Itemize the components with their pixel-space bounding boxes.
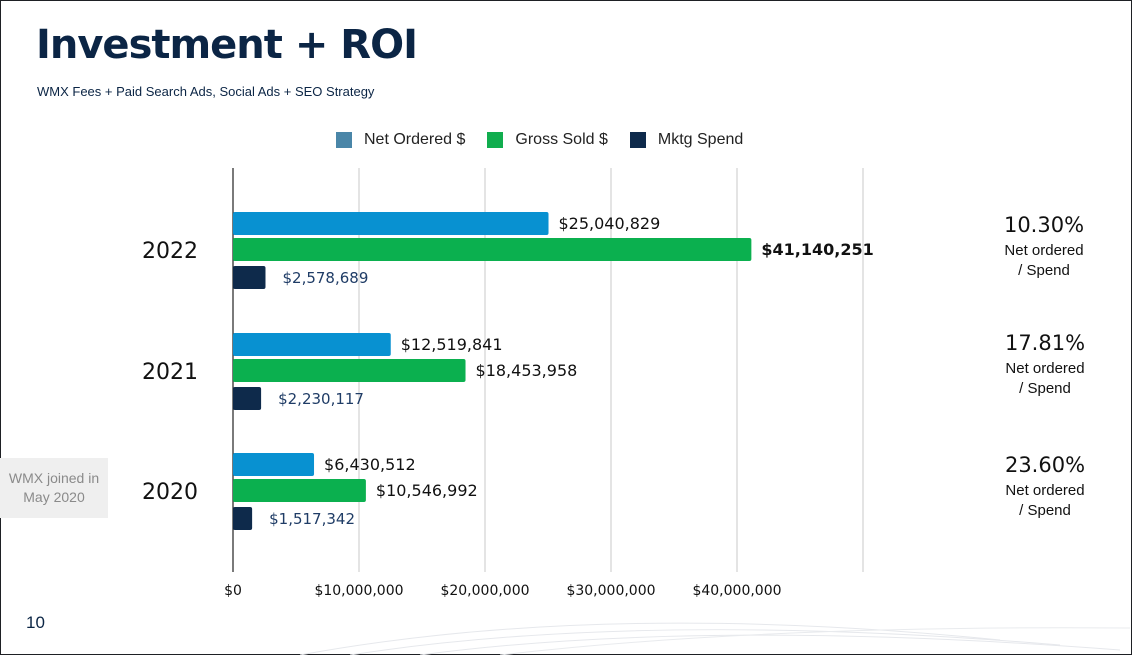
legend-swatch-gross: [487, 132, 504, 148]
slide-subtitle: WMX Fees + Paid Search Ads, Social Ads +…: [37, 84, 375, 99]
bar-gross-2022: [233, 238, 752, 261]
x-tick-label-0: $0: [224, 583, 242, 599]
ratio-label-2022: Net ordered / Spend: [1004, 242, 1084, 279]
ratio-label-2021: Net ordered / Spend: [1005, 360, 1085, 397]
value-label-mktg-2020: $1,517,342: [269, 510, 355, 528]
bar-net-2021: [233, 333, 391, 356]
join-note: WMX joined in May 2020: [0, 458, 108, 518]
ratio-2020: 23.60% Net ordered / Spend: [975, 453, 1115, 521]
year-label-2021: 2021: [142, 360, 198, 385]
bar-gross-2020: [233, 479, 366, 502]
value-label-gross-2022: $41,140,251: [761, 240, 873, 259]
slide-title: Investment + ROI: [36, 22, 418, 68]
value-label-net-2022: $25,040,829: [559, 214, 661, 233]
value-label-mktg-2021: $2,230,117: [278, 390, 364, 408]
ratio-2022: 10.30% Net ordered / Spend: [974, 213, 1114, 281]
value-label-gross-2020: $10,546,992: [376, 481, 478, 500]
year-label-2022: 2022: [142, 239, 198, 264]
ratio-2021: 17.81% Net ordered / Spend: [975, 331, 1115, 399]
bar-net-2020: [233, 453, 315, 476]
x-tick-label-2: $20,000,000: [440, 583, 529, 599]
bar-gross-2021: [233, 359, 466, 382]
x-tick-label-3: $30,000,000: [566, 583, 655, 599]
ratio-pct-2022: 10.30%: [1003, 213, 1085, 237]
bar-mktg-2022: [233, 266, 266, 289]
value-label-gross-2021: $18,453,958: [476, 361, 578, 380]
legend-label-net: Net Ordered $: [364, 131, 466, 148]
bar-net-2022: [233, 212, 549, 235]
value-label-net-2021: $12,519,841: [401, 335, 503, 354]
value-label-net-2020: $6,430,512: [324, 455, 416, 474]
bar-mktg-2020: [233, 507, 253, 530]
ratio-pct-2021: 17.81%: [1004, 331, 1086, 355]
legend-label-mktg: Mktg Spend: [657, 131, 744, 148]
ratio-pct-2020: 23.60%: [1004, 453, 1086, 477]
legend-item-mktg: Mktg Spend: [629, 131, 744, 149]
year-label-2020: 2020: [142, 480, 198, 505]
page-number: 10: [26, 613, 45, 632]
x-tick-label-4: $40,000,000: [692, 583, 781, 599]
value-label-mktg-2022: $2,578,689: [282, 269, 368, 287]
x-tick-label-1: $10,000,000: [314, 583, 403, 599]
bar-mktg-2021: [233, 387, 262, 410]
ratio-label-2020: Net ordered / Spend: [1005, 482, 1085, 519]
legend-item-gross: Gross Sold $: [487, 131, 608, 149]
legend-swatch-net: [336, 132, 352, 148]
legend-item-net: Net Ordered $: [336, 131, 465, 149]
chart-legend: Net Ordered $ Gross Sold $ Mktg Spend: [336, 131, 765, 149]
legend-swatch-mktg: [629, 132, 646, 148]
legend-label-gross: Gross Sold $: [515, 131, 608, 148]
